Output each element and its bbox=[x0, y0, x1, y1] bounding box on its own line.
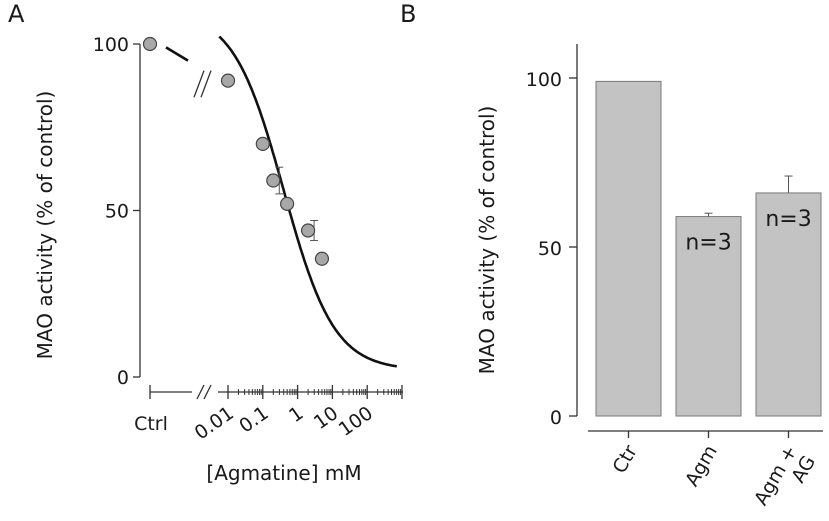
panel-a-curve-break-mark bbox=[193, 70, 205, 98]
panel-a-x-tick-label: 0.1 bbox=[235, 402, 272, 437]
panel-b-bar bbox=[675, 216, 742, 417]
panel-a-data-point-ctrl bbox=[142, 36, 158, 52]
panel-a-y-tick-label: 100 bbox=[93, 34, 129, 56]
panel-a-axis-break-mark bbox=[196, 384, 205, 400]
panel-a-x-axis-title: [Agmatine] mM bbox=[206, 461, 361, 485]
panel-a-y-axis-title: MAO activity (% of control) bbox=[33, 91, 57, 360]
panel-b-bar bbox=[595, 80, 662, 417]
panel-b-bar-annotation: n=3 bbox=[685, 231, 731, 256]
panel-a-letter: A bbox=[8, 0, 25, 28]
panel-a-data-point bbox=[255, 136, 270, 151]
panel-a-curve-break-mark bbox=[200, 70, 212, 98]
panel-b-x-tick-label-line: Agm bbox=[681, 442, 722, 491]
panel-b-letter: B bbox=[400, 0, 416, 28]
panel-a-ctrl-label: Ctrl bbox=[134, 413, 168, 435]
panel-a-x-tick-label: 100 bbox=[335, 402, 377, 441]
panel-b-y-tick-label: 100 bbox=[526, 69, 562, 91]
panel-a-data-point bbox=[266, 173, 281, 188]
panel-b-x-tick-label: Agm +AG bbox=[750, 442, 820, 520]
panel-a-x-tick-label: 1 bbox=[285, 402, 308, 427]
panel-b-x-tick-label: Ctr bbox=[609, 441, 642, 477]
panel-b-y-tick-label: 0 bbox=[550, 407, 562, 429]
panel-b-x-tick-label: Agm bbox=[681, 442, 722, 491]
panel-a-y-tick-label: 0 bbox=[117, 367, 129, 389]
panel-a-axis-break-mark bbox=[203, 384, 212, 400]
panel-b-bar-annotation: n=3 bbox=[765, 207, 811, 232]
panel-a-data-point bbox=[314, 251, 330, 266]
panel-b: B 0 50 100 MAO activity (% of control) Ctr n=… bbox=[400, 0, 823, 520]
panel-a-x-tick-label: 0.01 bbox=[191, 402, 238, 444]
panel-a-data-point bbox=[300, 223, 316, 238]
panel-b-bar bbox=[755, 192, 822, 417]
panel-a-data-point bbox=[280, 196, 295, 211]
panel-a-data-point bbox=[220, 73, 236, 88]
panel-a-y-tick-label: 50 bbox=[105, 201, 129, 223]
panel-a-fit-curve-ctrl-segment bbox=[165, 46, 189, 62]
panel-b-y-tick-label: 50 bbox=[538, 238, 562, 260]
panel-a-fit-curve bbox=[218, 35, 397, 368]
panel-b-x-tick-label-line: Ctr bbox=[609, 441, 642, 477]
panel-b-y-axis-title: MAO activity (% of control) bbox=[475, 106, 499, 375]
panel-a-x-tick-label: 10 bbox=[310, 402, 342, 434]
